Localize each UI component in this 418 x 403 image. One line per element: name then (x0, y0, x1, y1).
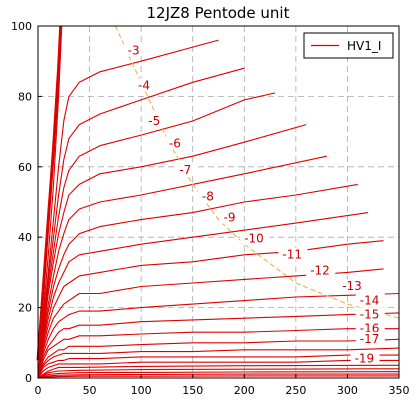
curve-label-bg (355, 293, 385, 307)
legend-label: HV1_I (347, 39, 381, 53)
curve-label-bg (240, 231, 270, 245)
curve-label-bg (355, 307, 385, 321)
series-line (37, 338, 400, 379)
series-line (37, 212, 369, 379)
series-line (37, 67, 245, 379)
curve-label: -3 (128, 43, 140, 57)
curve-label: -9 (224, 211, 236, 225)
curve-label: -13 (342, 279, 362, 293)
curve-labels: -3 -4 -5 -6 -7 -8 -9 -10 -11 -12 -13-14-15-16-17 -1… (123, 43, 385, 365)
series-line (37, 155, 327, 379)
y-tick-label: 60 (18, 161, 32, 174)
y-tick-label: 0 (25, 372, 32, 385)
y-tick-label: 80 (18, 90, 32, 103)
series-line (37, 312, 400, 379)
y-tick-label: 100 (11, 20, 32, 33)
x-tick-label: 0 (35, 384, 42, 397)
curve-label-bg (133, 78, 156, 92)
curve-label: -7 (179, 163, 191, 177)
curve-label-bg (350, 351, 380, 365)
axis-ticks: 0 50 100 150 200 250 300 350 0 20 40 60 80 100 (11, 20, 410, 397)
x-tick-label: 150 (182, 384, 203, 397)
x-tick-label: 50 (83, 384, 97, 397)
curve-label: -19 (355, 351, 375, 365)
curve-label-bg (219, 210, 242, 224)
x-tick-label: 100 (131, 384, 152, 397)
curve-label: -11 (282, 248, 302, 262)
curve-label: -15 (360, 307, 380, 321)
curve-label: -4 (138, 79, 150, 93)
chart-title: 12JZ8 Pentode unit (147, 4, 290, 22)
curve-label-bg (123, 43, 146, 57)
curve-label-bg (338, 279, 368, 293)
series-line (37, 347, 400, 379)
curve-label-bg (175, 163, 198, 177)
legend: HV1_I (303, 32, 394, 59)
series-line (37, 292, 400, 379)
curve-label-bg (144, 113, 167, 127)
curve-label-bg (355, 321, 385, 335)
series-line (37, 39, 219, 379)
load-line (114, 25, 400, 319)
series-line (37, 371, 400, 379)
series-line (37, 92, 276, 379)
curve-label-bg (164, 136, 187, 150)
curve-label: -8 (202, 189, 214, 203)
series-line (37, 268, 384, 379)
curve-label-bg (278, 247, 308, 261)
curve-label-bg (355, 332, 385, 346)
curve-label: -10 (244, 232, 264, 246)
curve-label: -6 (169, 137, 181, 151)
curve-label: -12 (310, 263, 330, 277)
curve-label: -17 (360, 332, 380, 346)
curve-label: -16 (360, 321, 380, 335)
series-line (37, 124, 307, 379)
series-line (37, 364, 400, 379)
x-tick-label: 300 (337, 384, 358, 397)
plot-lines (36, 25, 400, 379)
heavy-curve-line (36, 25, 63, 361)
series-line (37, 183, 358, 379)
curve-label-bg (197, 189, 220, 203)
curve-label: -14 (360, 293, 380, 307)
y-tick-label: 40 (18, 231, 32, 244)
curve-label: -5 (148, 114, 160, 128)
y-tick-label: 20 (18, 302, 32, 315)
series-line (37, 359, 399, 379)
x-tick-label: 350 (389, 384, 410, 397)
series-line (37, 354, 399, 379)
series-line (37, 368, 400, 379)
x-tick-label: 200 (234, 384, 255, 397)
curve-label-bg (306, 263, 336, 277)
series-line (37, 328, 399, 379)
plot-frame (37, 25, 400, 379)
x-tick-label: 250 (285, 384, 306, 397)
